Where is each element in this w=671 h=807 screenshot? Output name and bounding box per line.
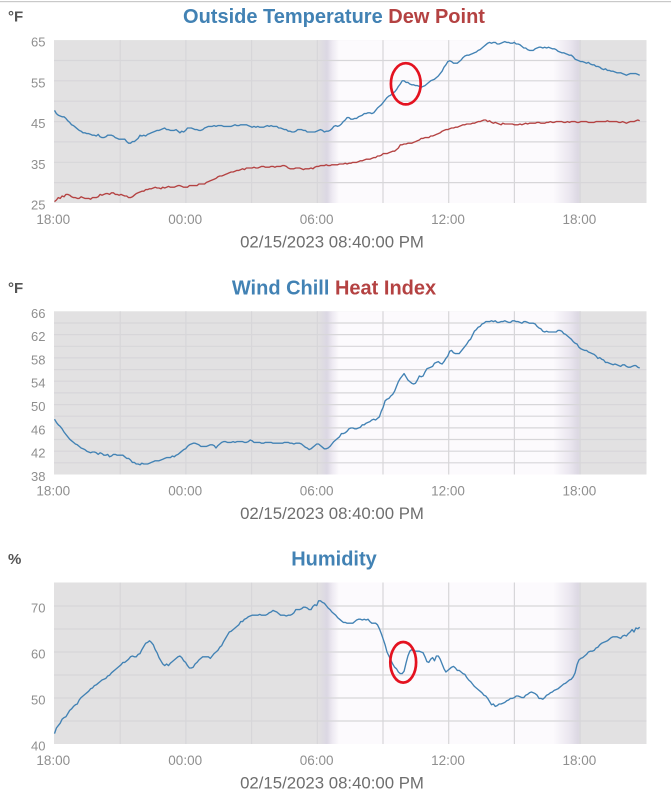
svg-text:Wind Chill Heat Index: Wind Chill Heat Index xyxy=(232,277,436,299)
svg-text:18:00: 18:00 xyxy=(563,212,597,227)
svg-text:Outside Temperature Dew Point: Outside Temperature Dew Point xyxy=(183,6,485,28)
svg-text:02/15/2023 08:40:00 PM: 02/15/2023 08:40:00 PM xyxy=(240,504,424,523)
svg-text:02/15/2023 08:40:00 PM: 02/15/2023 08:40:00 PM xyxy=(240,232,424,251)
svg-text:46: 46 xyxy=(31,422,45,437)
svg-text:18:00: 18:00 xyxy=(36,484,70,499)
svg-text:58: 58 xyxy=(31,352,45,367)
svg-text:65: 65 xyxy=(31,35,45,50)
svg-text:°F: °F xyxy=(8,280,23,297)
svg-text:62: 62 xyxy=(31,329,45,344)
svg-text:°F: °F xyxy=(8,9,23,26)
svg-text:55: 55 xyxy=(31,75,45,90)
svg-text:35: 35 xyxy=(31,157,45,172)
svg-text:38: 38 xyxy=(31,469,45,484)
svg-text:00:00: 00:00 xyxy=(168,484,202,499)
svg-text:00:00: 00:00 xyxy=(168,753,202,768)
svg-text:18:00: 18:00 xyxy=(563,484,597,499)
svg-text:50: 50 xyxy=(31,693,45,708)
svg-text:60: 60 xyxy=(31,647,45,662)
svg-text:42: 42 xyxy=(31,446,45,461)
svg-text:12:00: 12:00 xyxy=(431,212,465,227)
svg-text:40: 40 xyxy=(31,739,45,754)
svg-text:%: % xyxy=(8,551,21,568)
svg-text:45: 45 xyxy=(31,116,45,131)
svg-text:54: 54 xyxy=(31,376,45,391)
svg-text:06:00: 06:00 xyxy=(300,484,334,499)
svg-text:18:00: 18:00 xyxy=(563,753,597,768)
svg-text:18:00: 18:00 xyxy=(36,753,70,768)
svg-text:06:00: 06:00 xyxy=(300,212,334,227)
svg-text:18:00: 18:00 xyxy=(36,212,70,227)
svg-text:25: 25 xyxy=(31,198,45,213)
svg-text:06:00: 06:00 xyxy=(300,753,334,768)
svg-text:02/15/2023 08:40:00 PM: 02/15/2023 08:40:00 PM xyxy=(240,773,424,792)
svg-text:70: 70 xyxy=(31,601,45,616)
svg-text:50: 50 xyxy=(31,399,45,414)
svg-text:12:00: 12:00 xyxy=(431,753,465,768)
svg-text:66: 66 xyxy=(31,306,45,321)
svg-text:Humidity: Humidity xyxy=(291,549,377,571)
svg-text:00:00: 00:00 xyxy=(168,212,202,227)
svg-text:12:00: 12:00 xyxy=(431,484,465,499)
